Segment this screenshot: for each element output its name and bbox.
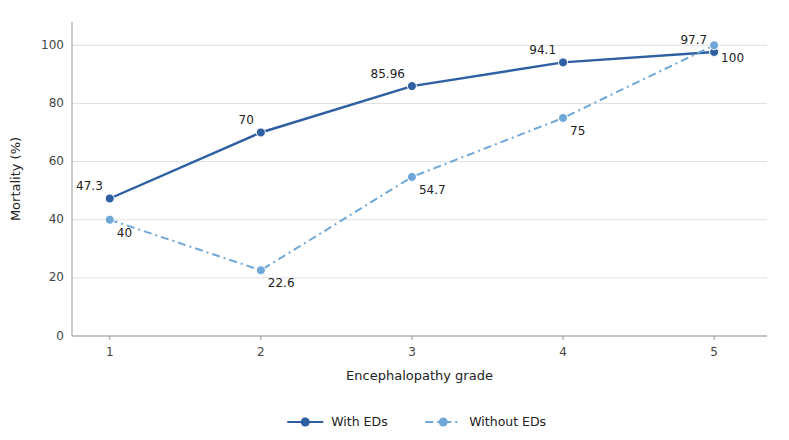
series-line bbox=[110, 52, 714, 199]
point bbox=[105, 215, 114, 224]
x-tick-label: 2 bbox=[257, 345, 265, 359]
legend-label: Without EDs bbox=[469, 414, 546, 429]
grid-line bbox=[72, 161, 767, 162]
grid-line bbox=[72, 219, 767, 220]
point bbox=[407, 82, 416, 91]
x-tick-label: 3 bbox=[408, 345, 416, 359]
data-label: 85.96 bbox=[371, 67, 405, 81]
data-label: 70 bbox=[239, 113, 254, 127]
series-line bbox=[110, 45, 714, 270]
data-label: 22.6 bbox=[268, 276, 295, 290]
x-axis-line bbox=[72, 336, 767, 337]
point bbox=[256, 128, 265, 137]
x-axis-label: Encephalopathy grade bbox=[346, 368, 493, 383]
x-tick bbox=[109, 336, 110, 340]
y-tick-label: 0 bbox=[56, 329, 64, 343]
x-tick bbox=[260, 336, 261, 340]
legend: With EDs Without EDs bbox=[287, 414, 546, 429]
point bbox=[105, 194, 114, 203]
x-tick bbox=[411, 336, 412, 340]
point bbox=[559, 58, 568, 67]
y-tick-label: 100 bbox=[41, 38, 64, 52]
grid-line bbox=[72, 45, 767, 46]
data-labels: 47.3 70 85.96 94.1 97.7 40 22.6 54.7 75 100 bbox=[76, 33, 744, 290]
point bbox=[407, 172, 416, 181]
data-label: 47.3 bbox=[76, 179, 103, 193]
x-tick bbox=[714, 336, 715, 340]
data-label: 75 bbox=[570, 124, 585, 138]
grid bbox=[72, 45, 767, 336]
data-label: 100 bbox=[721, 51, 744, 65]
plot-data bbox=[105, 41, 718, 275]
x-tick-label: 5 bbox=[710, 345, 718, 359]
data-label: 97.7 bbox=[680, 33, 707, 47]
chart-container: 0 20 40 60 80 100 1 2 3 4 5 Encephalopathy grade Mor… bbox=[0, 0, 789, 440]
chart: 0 20 40 60 80 100 1 2 3 4 5 Encephalopathy grade Mor… bbox=[0, 0, 789, 440]
y-tick-label: 60 bbox=[49, 154, 64, 168]
data-label: 54.7 bbox=[419, 183, 446, 197]
y-axis-label: Mortality (%) bbox=[8, 137, 23, 221]
x-tick-label: 1 bbox=[106, 345, 114, 359]
y-axis-line bbox=[72, 22, 73, 336]
point bbox=[256, 266, 265, 275]
grid-line bbox=[72, 336, 767, 337]
y-tick-label: 40 bbox=[49, 212, 64, 226]
legend-marker bbox=[301, 418, 310, 427]
data-label: 40 bbox=[117, 226, 132, 240]
y-tick-label: 80 bbox=[49, 96, 64, 110]
point bbox=[710, 41, 719, 50]
legend-label: With EDs bbox=[331, 414, 387, 429]
point bbox=[559, 113, 568, 122]
grid-line bbox=[72, 277, 767, 278]
data-label: 94.1 bbox=[529, 43, 556, 57]
grid-line bbox=[72, 103, 767, 104]
x-tick-label: 4 bbox=[559, 345, 567, 359]
y-tick-label: 20 bbox=[49, 270, 64, 284]
x-tick bbox=[563, 336, 564, 340]
legend-marker bbox=[439, 418, 448, 427]
